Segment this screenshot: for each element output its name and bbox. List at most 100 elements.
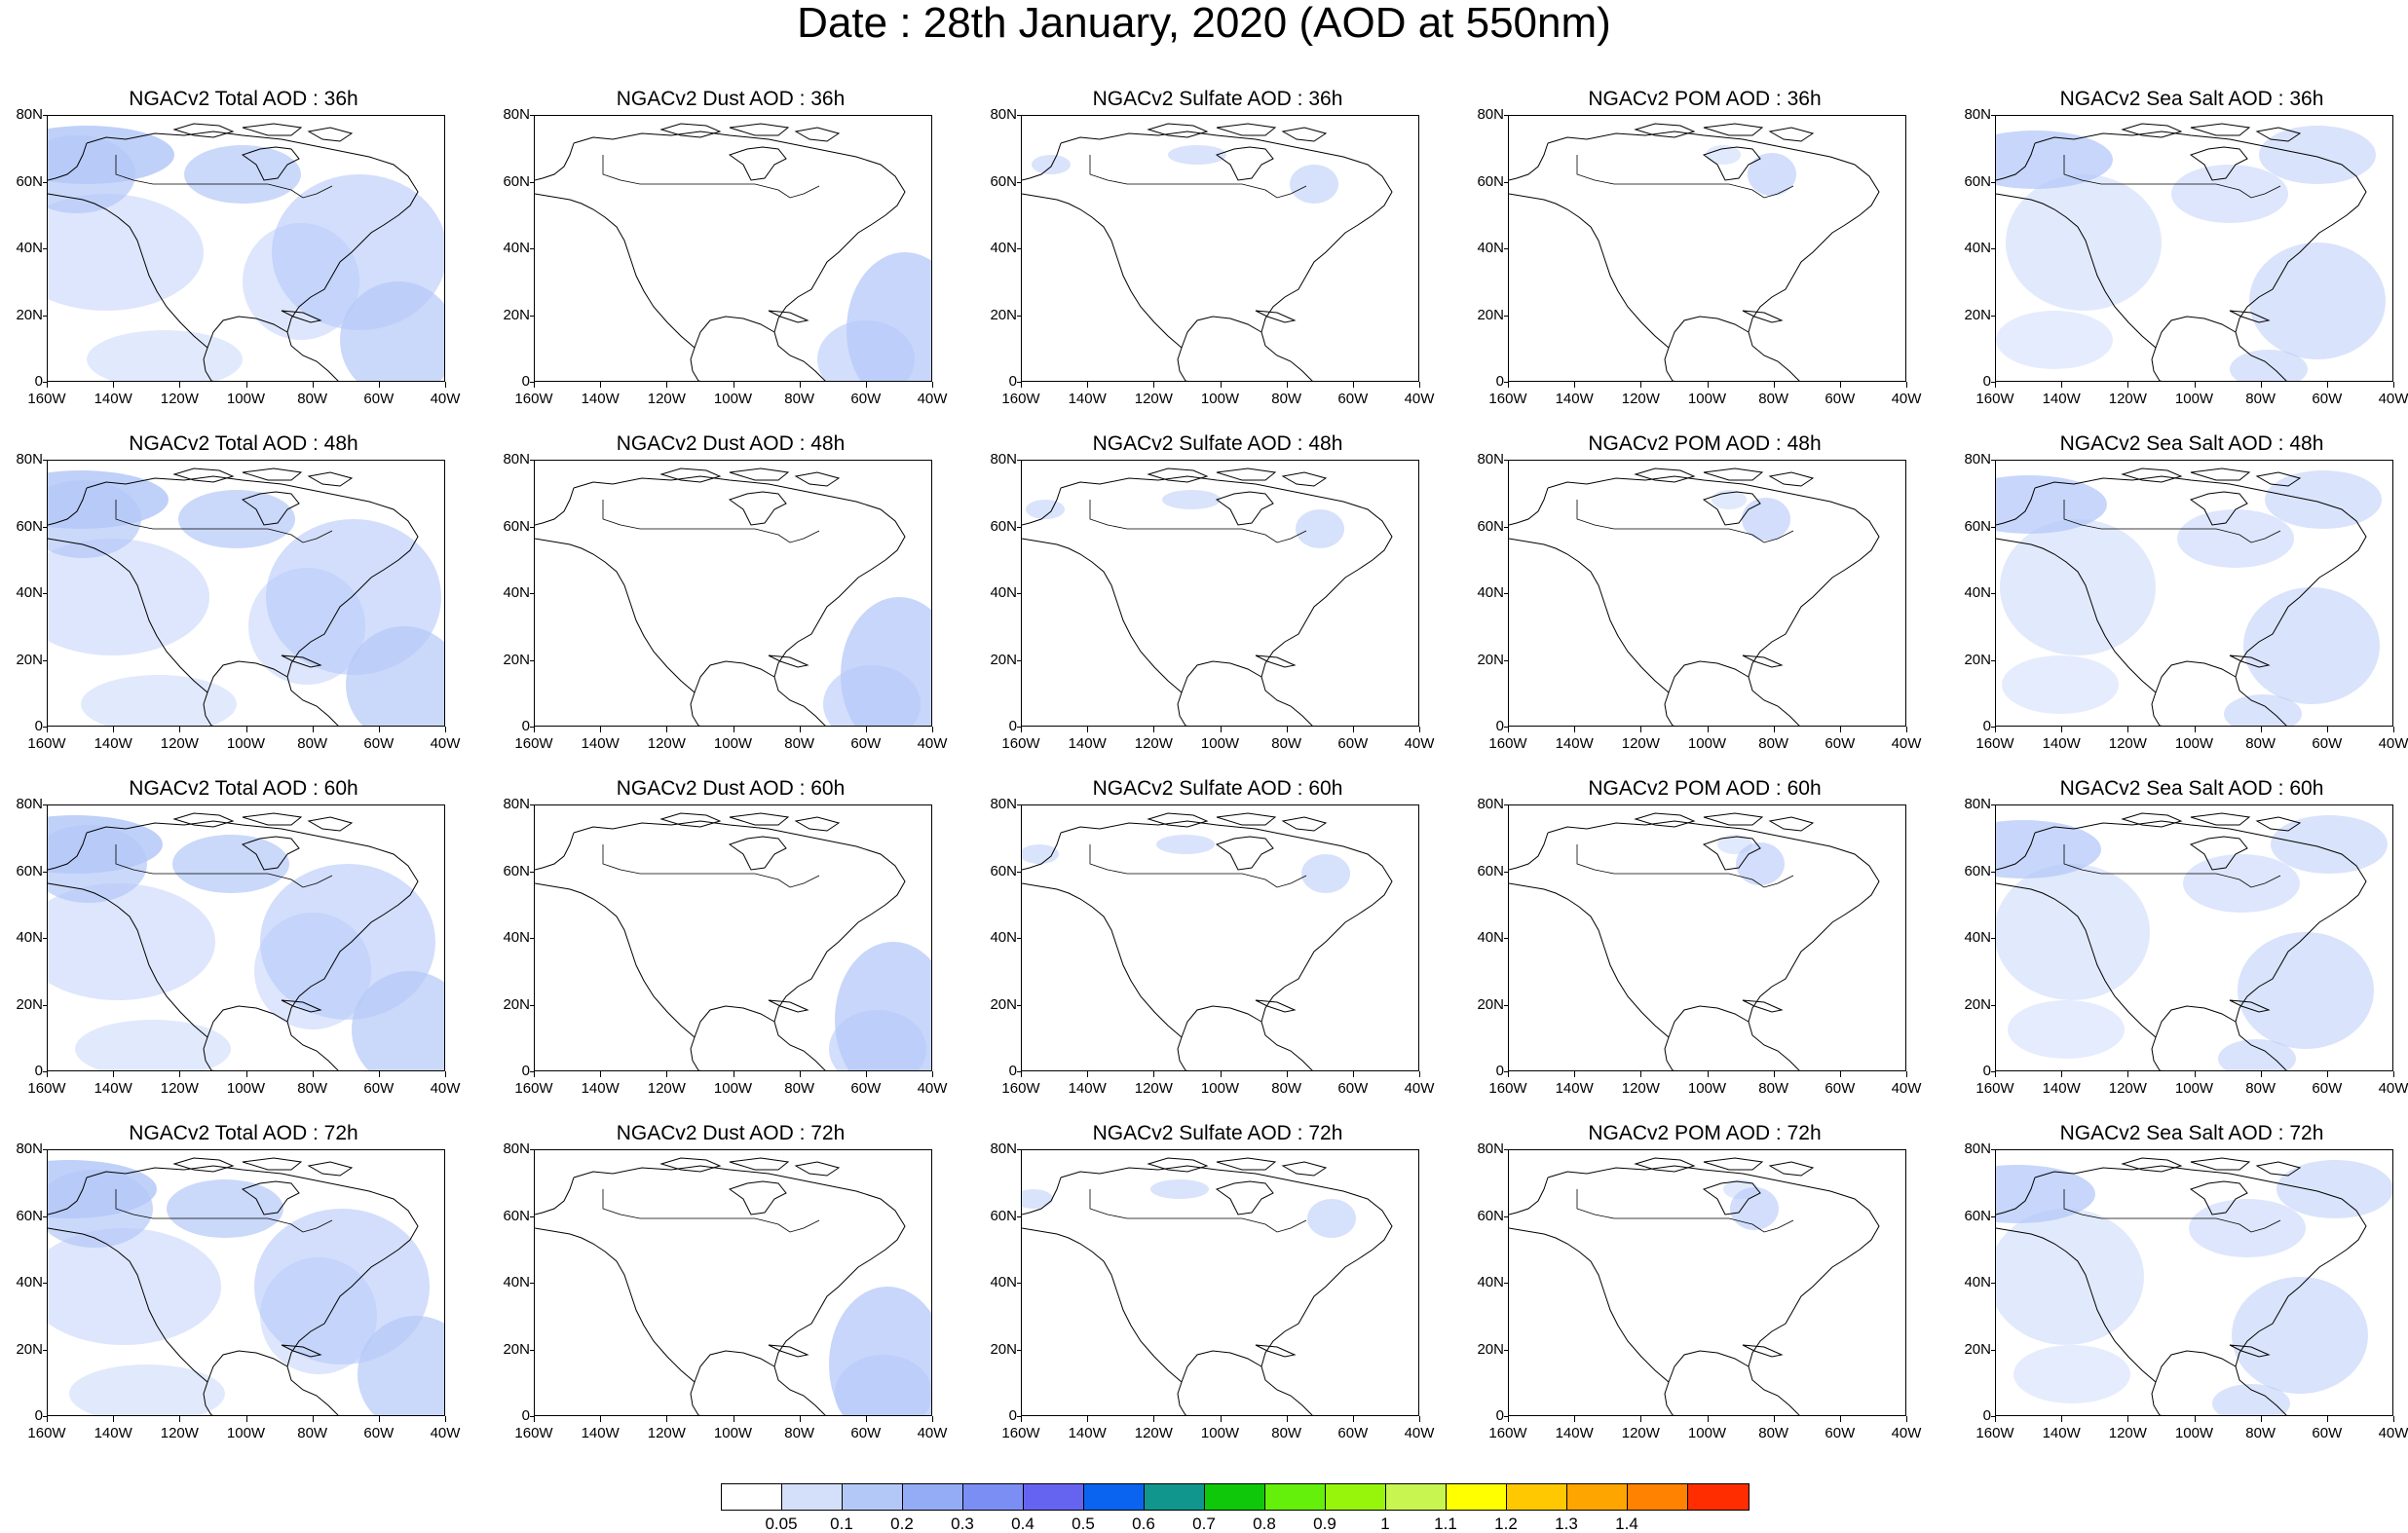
longitude-tick-label: 140W [1068,1425,1107,1441]
longitude-tick-mark [666,727,668,732]
panel-title: NGACv2 Total AOD : 60h [129,777,358,800]
map-panel: NGACv2 Sea Salt AOD : 72h 80N 60N 40N 20N 0 1… [1948,1122,2408,1453]
aod-shading [1301,854,1350,893]
longitude-tick-mark [1773,382,1775,388]
longitude-tick-label: 60W [850,1425,882,1441]
longitude-tick-mark [600,1071,602,1077]
latitude-tick-mark [1991,248,1996,249]
aod-shading [1996,311,2113,369]
latitude-tick-label: 80N [503,451,530,467]
latitude-tick-mark [1504,659,1509,661]
latitude-tick-label: 80N [16,796,43,812]
arctic-islands [172,467,354,487]
latitude-tick-label: 20N [1477,651,1504,668]
latitude-tick-label: 80N [1964,106,1991,123]
aod-shading [2006,174,2162,311]
longitude-tick-label: 40W [1891,735,1922,752]
aod-shading [178,490,295,548]
longitude-tick-label: 140W [1068,391,1107,407]
canada-us-border [1089,500,1307,543]
longitude-tick-mark [113,382,115,388]
map-frame [1021,460,1419,727]
longitude-tick-label: 100W [1687,1425,1727,1441]
canada-us-border [602,500,820,543]
longitude-tick-mark [2393,1416,2394,1422]
coastline [48,131,419,381]
longitude-tick-label: 160W [1975,1080,2014,1097]
latitude-tick-mark [1504,1071,1509,1072]
longitude-tick-label: 80W [784,1425,815,1441]
latitude-tick-label: 0 [1982,718,1991,734]
longitude-tick-label: 160W [1488,735,1527,752]
latitude-tick-label: 40N [990,240,1017,256]
latitude-tick-mark [43,938,48,939]
colorbar-label: 0.8 [1253,1514,1276,1533]
latitude-tick-mark [1504,1149,1509,1150]
latitude-tick-mark [43,460,48,461]
latitude-tick-label: 40N [990,1274,1017,1290]
longitude-tick-mark [2326,1071,2328,1077]
coastline [1996,1165,2367,1415]
latitude-tick-label: 40N [503,1274,530,1290]
latitude-tick-mark [1017,1071,1022,1072]
panel-title: NGACv2 Sea Salt AOD : 36h [2059,88,2324,110]
panel-title: NGACv2 Sulfate AOD : 48h [1092,432,1343,455]
latitude-tick-mark [1504,115,1509,116]
latitude-tick-label: 80N [990,796,1017,812]
longitude-tick-label: 160W [514,391,553,407]
aod-shading [1996,1209,2144,1345]
latitude-tick-label: 40N [1964,584,1991,601]
longitude-tick-mark [1773,727,1775,732]
aod-shading [1996,131,2113,189]
cuba [1742,310,1784,323]
map-canvas [1996,812,2388,1070]
longitude-tick-mark [1153,1071,1155,1077]
aod-shading [829,1010,926,1070]
longitude-tick-label: 140W [1555,391,1594,407]
latitude-tick-label: 60N [1964,862,1991,879]
longitude-tick-mark [2260,727,2262,732]
hudson-bay [1702,146,1761,181]
latitude-tick-label: 40N [1477,584,1504,601]
aod-shading [2177,509,2294,568]
arctic-islands [172,123,354,142]
longitude-tick-mark [1286,727,1288,732]
coastline [1022,820,1393,1070]
longitude-tick-label: 140W [1555,1425,1594,1441]
colorbar-label: 1.3 [1555,1514,1578,1533]
latitude-tick-label: 80N [990,1140,1017,1157]
longitude-tick-mark [1153,727,1155,732]
latitude-tick-mark [43,1071,48,1072]
longitude-tick-mark [2393,1071,2394,1077]
longitude-tick-label: 60W [1337,735,1369,752]
map-canvas [1022,123,1393,381]
aod-shading [2171,165,2288,223]
latitude-tick-label: 20N [503,306,530,323]
aod-shading [1022,844,1059,864]
cuba [1255,310,1297,323]
longitude-tick-label: 140W [94,735,132,752]
latitude-tick-mark [1017,181,1022,183]
latitude-tick-label: 80N [16,106,43,123]
map-canvas [48,812,444,1070]
latitude-tick-mark [1017,804,1022,805]
longitude-tick-mark [1419,1416,1420,1422]
latitude-tick-label: 20N [990,995,1017,1013]
longitude-tick-label: 140W [2042,1080,2081,1097]
aod-shading [352,971,444,1070]
longitude-tick-label: 60W [2312,735,2343,752]
latitude-tick-mark [1504,1215,1509,1217]
longitude-tick-mark [113,1071,115,1077]
longitude-tick-label: 120W [2108,1080,2147,1097]
longitude-tick-mark [1906,727,1907,732]
longitude-tick-label: 40W [917,1425,948,1441]
hudson-bay [241,1180,300,1215]
coastline [48,475,419,726]
latitude-tick-label: 20N [1477,995,1504,1013]
colorbar-label: 0.6 [1132,1514,1155,1533]
colorbar-label: 1.1 [1434,1514,1457,1533]
latitude-tick-label: 60N [990,517,1017,535]
longitude-tick-label: 160W [1001,735,1040,752]
longitude-tick-label: 40W [2378,391,2408,407]
panel-title: NGACv2 POM AOD : 60h [1588,777,1822,800]
